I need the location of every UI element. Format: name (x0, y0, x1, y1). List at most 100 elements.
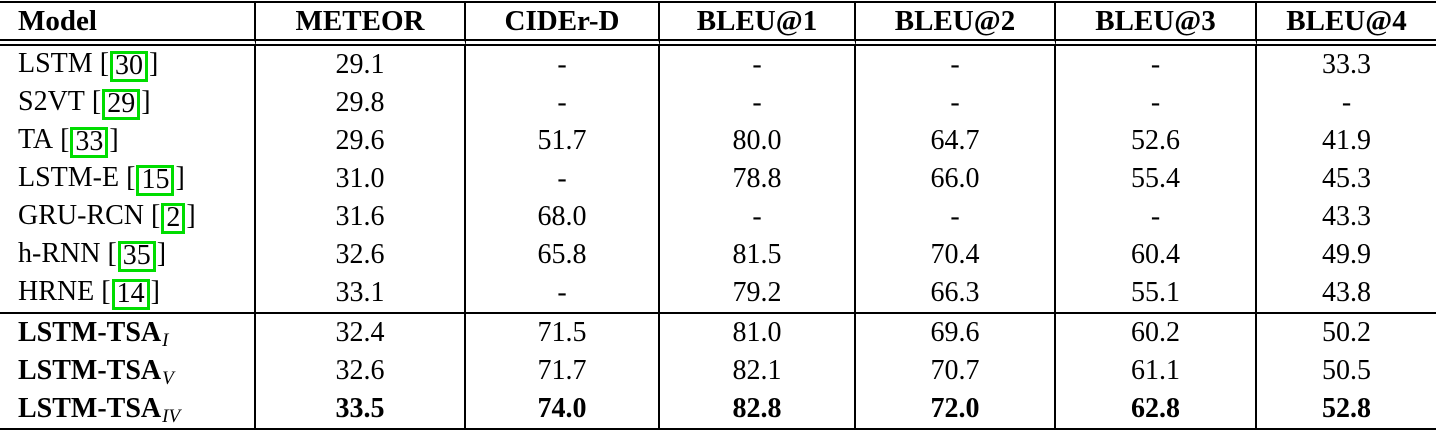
citation-open-bracket: [ (107, 238, 117, 270)
metric-value-bleu2: 64.7 (856, 122, 1056, 160)
metric-value-bleu2: - (856, 84, 1056, 122)
citation-open-bracket: [ (151, 200, 161, 232)
citation-link[interactable]: 15 (136, 165, 175, 196)
metric-value-bleu1: 82.1 (660, 352, 856, 390)
metric-value-bleu2: 70.4 (856, 236, 1056, 274)
model-cell: LSTM-TSAI (0, 312, 256, 352)
column-header-bleu3: BLEU@3 (1056, 3, 1257, 46)
metric-value-bleu2: 72.0 (856, 390, 1056, 430)
citation: [15] (126, 162, 185, 196)
citation-link[interactable]: 29 (102, 89, 141, 120)
citation: [35] (107, 238, 167, 272)
table-row: GRU-RCN[2] 31.6 68.0 - - - 43.3 (0, 198, 1436, 236)
metric-value-meteor: 32.4 (256, 312, 466, 352)
column-header-meteor: METEOR (256, 3, 466, 46)
metric-value-bleu4: 43.8 (1322, 277, 1371, 308)
table-header: Model METEOR CIDEr-D BLEU@1 BLEU@2 BLEU@… (0, 3, 1436, 46)
table-row: HRNE[14] 33.1 - 79.2 66.3 55.1 43.8 (0, 274, 1436, 312)
citation-open-bracket: [ (91, 86, 102, 118)
model-subscript: IV (162, 405, 181, 427)
metric-value-cider-d: 71.7 (466, 352, 660, 390)
metric-value-bleu2: 69.6 (856, 312, 1056, 352)
metric-value-bleu1: 81.5 (660, 236, 856, 274)
model-name: LSTM-TSA (18, 393, 162, 424)
model-name: GRU-RCN (18, 200, 145, 232)
metric-value-bleu4: 50.5 (1322, 355, 1371, 386)
metric-value-bleu4: 43.3 (1322, 201, 1371, 232)
model-subscript: V (162, 367, 174, 389)
table-row: LSTM-E[15] 31.0 - 78.8 66.0 55.4 45.3 (0, 160, 1436, 198)
metric-value-bleu2: - (856, 46, 1056, 84)
model-cell: S2VT[29] (0, 84, 256, 122)
metric-value-meteor: 33.1 (256, 274, 466, 312)
model-name: S2VT (18, 86, 85, 118)
citation-close-bracket: ] (186, 200, 196, 232)
metric-value-bleu3: - (1056, 46, 1257, 84)
citation-close-bracket: ] (141, 86, 151, 118)
metric-value-meteor: 33.5 (256, 390, 466, 430)
table-row: LSTM-TSAV 32.6 71.7 82.1 70.7 61.1 50.5 (0, 352, 1436, 390)
citation-link[interactable]: 2 (161, 203, 186, 234)
model-name: HRNE (18, 276, 95, 308)
metric-value-meteor: 31.0 (256, 160, 466, 198)
metric-value-cider-d: - (466, 274, 660, 312)
table-row: TA[33] 29.6 51.7 80.0 64.7 52.6 41.9 (0, 122, 1436, 160)
metric-value-meteor: 32.6 (256, 236, 466, 274)
table-body: LSTM[30] 29.1 - - - - 33.3 S2VT[29] 29.8… (0, 46, 1436, 430)
model-cell: LSTM-TSAIV (0, 390, 256, 430)
header-row: Model METEOR CIDEr-D BLEU@1 BLEU@2 BLEU@… (0, 3, 1436, 46)
metric-value-meteor: 29.1 (256, 46, 466, 84)
model-subscript: I (162, 329, 169, 351)
table-row: LSTM-TSAIV 33.5 74.0 82.8 72.0 62.8 52.8 (0, 390, 1436, 430)
metric-value-bleu1: 79.2 (660, 274, 856, 312)
model-name: LSTM-E (18, 162, 120, 194)
metric-value-cider-d: - (466, 84, 660, 122)
table-row: LSTM[30] 29.1 - - - - 33.3 (0, 46, 1436, 84)
citation-close-bracket: ] (156, 238, 167, 270)
metric-value-cider-d: 71.5 (466, 312, 660, 352)
metric-value-cider-d: 51.7 (466, 122, 660, 160)
citation-close-bracket: ] (149, 48, 159, 80)
citation: [2] (151, 200, 196, 234)
citation-link[interactable]: 35 (117, 241, 156, 272)
column-header-model: Model (0, 3, 256, 46)
citation-close-bracket: ] (150, 276, 160, 308)
model-name: LSTM-TSA (18, 355, 162, 386)
metric-value-bleu3: - (1056, 198, 1257, 236)
model-cell: LSTM-TSAV (0, 352, 256, 390)
metric-value-meteor: 29.8 (256, 84, 466, 122)
citation-open-bracket: [ (99, 48, 110, 80)
citation: [33] (60, 124, 119, 158)
model-cell: GRU-RCN[2] (0, 198, 256, 236)
citation-link[interactable]: 14 (111, 279, 150, 310)
metric-value-cider-d: 65.8 (466, 236, 660, 274)
model-cell: h-RNN[35] (0, 236, 256, 274)
metric-value-meteor: 29.6 (256, 122, 466, 160)
metric-value-bleu1: - (660, 46, 856, 84)
metric-value-bleu3: - (1056, 84, 1257, 122)
metric-value-bleu3: 55.4 (1056, 160, 1257, 198)
metric-value-meteor: 32.6 (256, 352, 466, 390)
citation-link[interactable]: 30 (110, 51, 149, 82)
table-row: S2VT[29] 29.8 - - - - - (0, 84, 1436, 122)
citation-link[interactable]: 33 (70, 127, 109, 158)
model-name: TA (18, 124, 54, 156)
citation-open-bracket: [ (126, 162, 136, 194)
metric-value-bleu4: 52.8 (1257, 390, 1436, 430)
metric-value-bleu3: 62.8 (1056, 390, 1257, 430)
metric-value-bleu2: - (856, 198, 1056, 236)
metric-value-bleu1: 78.8 (660, 160, 856, 198)
column-header-bleu2: BLEU@2 (856, 3, 1056, 46)
model-name: h-RNN (18, 238, 101, 270)
metric-value-cider-d: - (466, 46, 660, 84)
metric-value-bleu2: 66.3 (856, 274, 1056, 312)
table-row: LSTM-TSAI 32.4 71.5 81.0 69.6 60.2 50.2 (0, 312, 1436, 352)
model-name: LSTM-TSA (18, 317, 162, 348)
citation-open-bracket: [ (101, 276, 111, 308)
metric-value-bleu3: 61.1 (1056, 352, 1257, 390)
metric-value-bleu1: 82.8 (660, 390, 856, 430)
metric-value-bleu2: 70.7 (856, 352, 1056, 390)
metric-value-bleu4: 33.3 (1322, 49, 1371, 80)
model-cell: TA[33] (0, 122, 256, 160)
